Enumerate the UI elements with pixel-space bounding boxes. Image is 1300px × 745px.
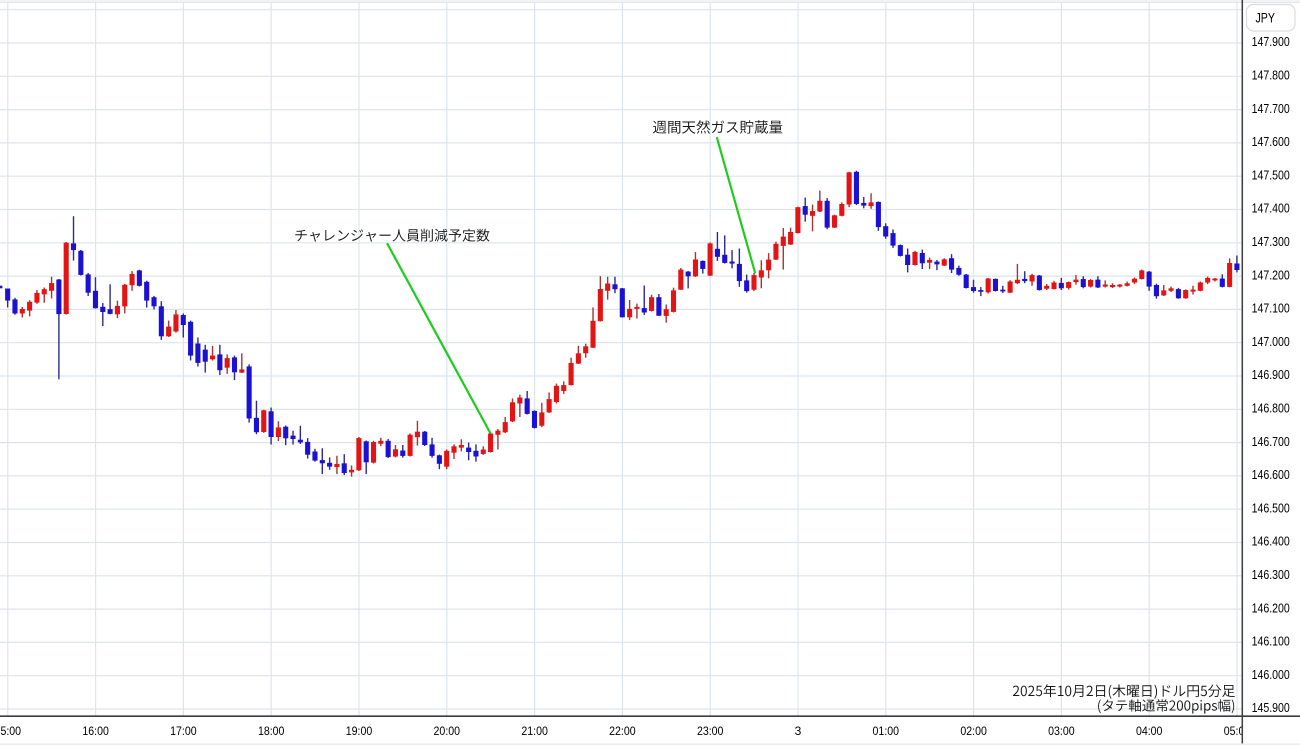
svg-text:20:00: 20:00 [434,724,461,738]
svg-text:147.200: 147.200 [1252,268,1290,282]
svg-text:3: 3 [795,724,802,738]
svg-text:21:00: 21:00 [521,724,548,738]
svg-text:18:00: 18:00 [258,724,285,738]
svg-text:146.100: 146.100 [1252,635,1290,649]
svg-text:146.500: 146.500 [1252,501,1290,515]
svg-text:147.500: 147.500 [1252,168,1290,182]
svg-text:147.600: 147.600 [1252,135,1290,149]
svg-text:147.400: 147.400 [1252,202,1290,216]
svg-text:147.900: 147.900 [1252,35,1290,49]
svg-text:147.800: 147.800 [1252,69,1290,83]
svg-text:146.200: 146.200 [1252,601,1290,615]
svg-text:146.400: 146.400 [1252,535,1290,549]
svg-text:JPY: JPY [1255,11,1275,26]
svg-text:146.000: 146.000 [1252,668,1290,682]
svg-text:17:00: 17:00 [170,724,197,738]
svg-text:19:00: 19:00 [346,724,373,738]
svg-text:22:00: 22:00 [609,724,636,738]
svg-text:147.000: 147.000 [1252,335,1290,349]
svg-text:146.700: 146.700 [1252,435,1290,449]
svg-text:03:00: 03:00 [1048,724,1075,738]
svg-text:147.700: 147.700 [1252,102,1290,116]
svg-text:05:00: 05:00 [1224,724,1251,738]
svg-text:16:00: 16:00 [82,724,109,738]
svg-text:146.300: 146.300 [1252,568,1290,582]
svg-text:146.800: 146.800 [1252,402,1290,416]
svg-text:04:00: 04:00 [1136,724,1163,738]
svg-text:146.600: 146.600 [1252,468,1290,482]
svg-text:147.100: 147.100 [1252,302,1290,316]
svg-text:23:00: 23:00 [697,724,724,738]
svg-text:147.300: 147.300 [1252,235,1290,249]
svg-text:15:00: 15:00 [0,724,21,738]
svg-text:146.900: 146.900 [1252,368,1290,382]
svg-text:01:00: 01:00 [873,724,900,738]
svg-text:02:00: 02:00 [960,724,987,738]
svg-text:145.900: 145.900 [1252,701,1290,715]
